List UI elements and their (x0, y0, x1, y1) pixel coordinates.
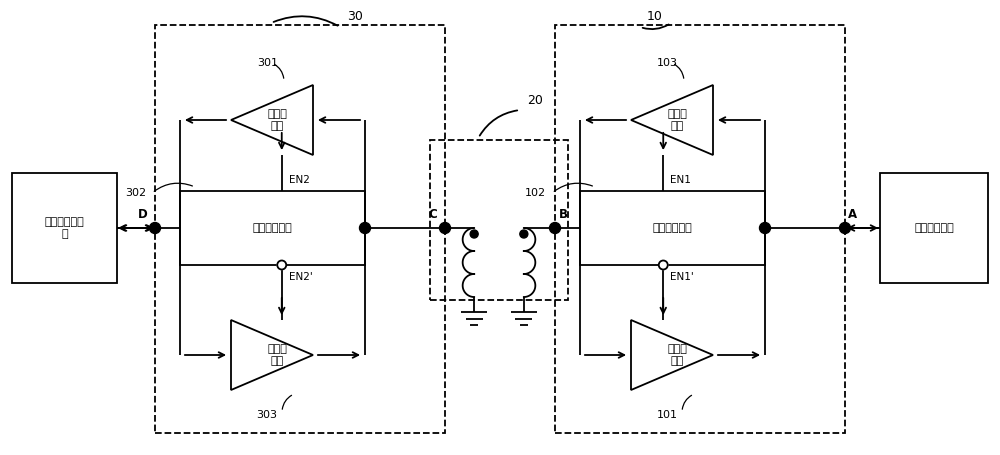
Text: 303: 303 (257, 410, 278, 420)
Text: 第二编
码器: 第二编 码器 (267, 344, 287, 366)
Bar (555, 25, 845, 433)
Circle shape (360, 222, 371, 233)
Text: 第一选通单元: 第一选通单元 (653, 223, 692, 233)
Text: EN1': EN1' (670, 272, 694, 282)
Text: D: D (138, 208, 148, 222)
Circle shape (440, 222, 450, 233)
Text: 20: 20 (527, 93, 543, 106)
Text: 隔离侧控制器: 隔离侧控制器 (914, 223, 954, 233)
Text: 102: 102 (525, 188, 546, 198)
Bar (580, 191, 765, 265)
Bar (180, 191, 365, 265)
Circle shape (277, 261, 286, 269)
Text: C: C (429, 208, 437, 222)
Circle shape (520, 230, 528, 238)
Circle shape (839, 222, 850, 233)
Text: 103: 103 (657, 58, 678, 68)
Text: 第一编
码器: 第一编 码器 (667, 109, 687, 131)
Circle shape (760, 222, 770, 233)
Text: 301: 301 (257, 58, 278, 68)
Circle shape (470, 230, 478, 238)
Text: 第二选通单元: 第二选通单元 (253, 223, 292, 233)
Text: 第二解
码器: 第二解 码器 (267, 109, 287, 131)
Text: A: A (848, 208, 858, 222)
Bar (12, 173, 117, 283)
Circle shape (550, 222, 560, 233)
Text: 101: 101 (656, 410, 678, 420)
Text: EN1: EN1 (670, 175, 691, 185)
Bar (880, 173, 988, 283)
Text: 30: 30 (347, 10, 363, 24)
Text: 302: 302 (125, 188, 146, 198)
Circle shape (150, 222, 160, 233)
Text: EN2: EN2 (289, 175, 310, 185)
Bar (155, 25, 445, 433)
Text: B: B (558, 208, 568, 222)
Text: 非隔离侧控制
器: 非隔离侧控制 器 (45, 217, 84, 239)
Text: 10: 10 (647, 10, 663, 24)
Bar (430, 140, 568, 300)
Text: EN2': EN2' (289, 272, 312, 282)
Circle shape (659, 261, 668, 269)
Text: 第一解
码器: 第一解 码器 (667, 344, 687, 366)
